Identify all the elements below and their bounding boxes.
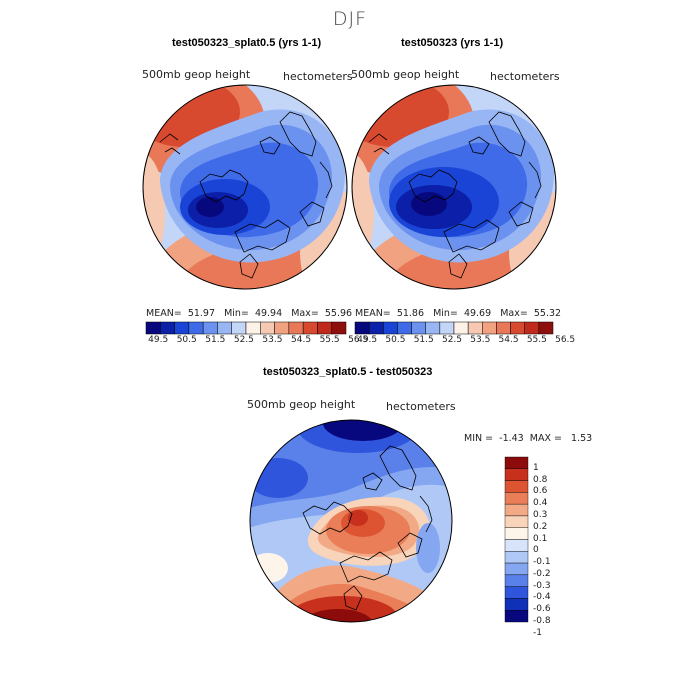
colorbar-swatch [288, 321, 304, 335]
diff-colorbar-swatch [504, 610, 529, 623]
colorbar-tick-label: 53.5 [470, 335, 491, 345]
colorbar-tick-label: 56.5 [348, 335, 369, 345]
diff-colorbar-swatch [504, 456, 529, 469]
diff-colorbar-swatch [504, 527, 529, 540]
panel-1-stats: MEAN= 51.97 Min= 49.94 Max= 55.96 [146, 308, 353, 319]
colorbar-swatch [496, 321, 511, 335]
panel-2-colorbar-ticks: 49.5 50.5 51.5 52.5 53.5 54.5 55.5 56.5 [355, 335, 575, 347]
panel-2-stats: MEAN= 51.86 Min= 49.69 Max= 55.32 [355, 308, 562, 319]
diff-colorbar-swatch [504, 539, 529, 552]
diff-coastlines [302, 445, 433, 611]
colorbar-tick-label: 52.5 [441, 335, 463, 345]
colorbar-swatch [231, 321, 247, 335]
panel-2-coastlines [368, 111, 542, 279]
colorbar-swatch [397, 321, 412, 335]
diff-colorbar-tick-label: -0.3 [533, 580, 551, 591]
diff-colorbar-ticks: 1 0.8 0.6 0.4 0.3 0.2 0.1 0 -0.1 -0.2 -0.3 -0.4 -0.6… [533, 457, 573, 638]
diff-colorbar-swatch [504, 551, 529, 564]
colorbar-swatch [260, 321, 275, 335]
diff-colorbar-tick-label: -0.6 [533, 604, 551, 615]
diff-colorbar-tick-label: 0.1 [533, 533, 548, 544]
panel-1-coastlines [159, 111, 333, 279]
colorbar-swatch [174, 321, 190, 335]
diff-colorbar-swatch [504, 562, 529, 576]
diff-colorbar-swatch [504, 586, 529, 599]
panel-1-colorbar [145, 321, 347, 335]
colorbar-swatch [524, 321, 540, 335]
colorbar-swatch [368, 321, 384, 335]
colorbar-swatch [383, 321, 398, 335]
colorbar-tick-label: 52.5 [233, 335, 254, 345]
colorbar-swatch [354, 321, 370, 335]
panel-2-polar-map [351, 84, 557, 290]
colorbar-swatch [245, 321, 261, 335]
diff-colorbar-swatch [504, 468, 529, 481]
colorbar-tick-label: 54.5 [498, 335, 519, 345]
colorbar-swatch [510, 321, 525, 335]
diff-stats: MIN = -1.43 MAX = 1.53 [464, 433, 593, 444]
diff-colorbar-tick-label: 0 [533, 545, 539, 556]
diff-polar-map [249, 419, 453, 623]
diff-colorbar [504, 456, 529, 623]
colorbar-swatch [482, 321, 497, 335]
diff-colorbar-tick-label: 0.4 [533, 498, 548, 509]
diff-colorbar-swatch [504, 598, 529, 611]
colorbar-swatch [467, 321, 483, 335]
colorbar-swatch [538, 321, 554, 335]
diff-colorbar-tick-label: -1 [533, 627, 542, 638]
diff-colorbar-tick-label: 0.8 [533, 474, 548, 485]
panel-1-title: test050323_splat0.5 (yrs 1-1) [172, 37, 322, 49]
colorbar-tick-label: 55.5 [526, 335, 547, 345]
colorbar-tick-label: 50.5 [176, 335, 197, 345]
diff-colorbar-tick-label: -0.4 [533, 592, 551, 603]
diff-colorbar-swatch [504, 492, 529, 505]
diff-colorbar-tick-label: 0.3 [533, 509, 548, 520]
colorbar-swatch [274, 321, 290, 335]
colorbar-swatch [331, 321, 347, 335]
diff-colorbar-swatch [504, 574, 529, 587]
colorbar-tick-label: 49.5 [148, 335, 169, 345]
panel-1-units-label: hectometers [283, 70, 353, 83]
colorbar-swatch [439, 321, 455, 335]
diff-colorbar-tick-label: 0.6 [533, 486, 548, 497]
colorbar-swatch [217, 321, 232, 335]
colorbar-tick-label: 55.5 [319, 335, 340, 345]
diff-colorbar-swatch [504, 515, 529, 528]
panel-1-polar-map [142, 84, 348, 290]
colorbar-swatch [453, 321, 469, 335]
diff-colorbar-tick-label: -0.2 [533, 568, 551, 579]
colorbar-tick-label: 53.5 [262, 335, 283, 345]
figure-title: DJF [332, 8, 368, 30]
colorbar-swatch [411, 321, 426, 335]
panel-2-title: test050323 (yrs 1-1) [401, 37, 504, 49]
colorbar-tick-label: 56.5 [555, 335, 576, 345]
colorbar-tick-label: 49.5 [357, 335, 378, 345]
colorbar-tick-label: 50.5 [385, 335, 406, 345]
diff-panel-title: test050323_splat0.5 - test050323 [263, 366, 433, 378]
colorbar-swatch [188, 321, 204, 335]
colorbar-swatch [302, 321, 318, 335]
diff-colorbar-tick-label: 0.2 [533, 521, 548, 532]
colorbar-tick-label: 51.5 [413, 335, 434, 345]
diff-units-label: hectometers [386, 400, 456, 413]
diff-colorbar-tick-label: 1 [533, 462, 539, 473]
colorbar-swatch [160, 321, 175, 335]
colorbar-swatch [145, 321, 161, 335]
panel-1-field-label: 500mb geop height [142, 68, 251, 81]
panel-2-units-label: hectometers [490, 70, 560, 83]
colorbar-tick-label: 54.5 [291, 335, 312, 345]
colorbar-swatch [202, 321, 218, 335]
diff-colorbar-tick-label: -0.1 [533, 557, 551, 568]
diff-colorbar-tick-label: -0.8 [533, 616, 551, 626]
panel-2-field-label: 500mb geop height [351, 68, 460, 81]
colorbar-swatch [425, 321, 441, 335]
diff-colorbar-swatch [504, 503, 529, 517]
panel-1-colorbar-ticks: 49.5 50.5 51.5 52.5 53.5 54.5 55.5 56.5 [146, 335, 368, 347]
colorbar-swatch [317, 321, 332, 335]
diff-field-label: 500mb geop height [247, 398, 356, 411]
colorbar-tick-label: 51.5 [205, 335, 226, 345]
diff-colorbar-swatch [504, 480, 529, 493]
panel-2-colorbar [354, 321, 554, 335]
